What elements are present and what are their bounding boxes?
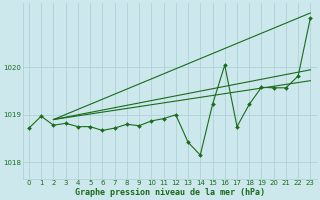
X-axis label: Graphe pression niveau de la mer (hPa): Graphe pression niveau de la mer (hPa) — [75, 188, 265, 197]
